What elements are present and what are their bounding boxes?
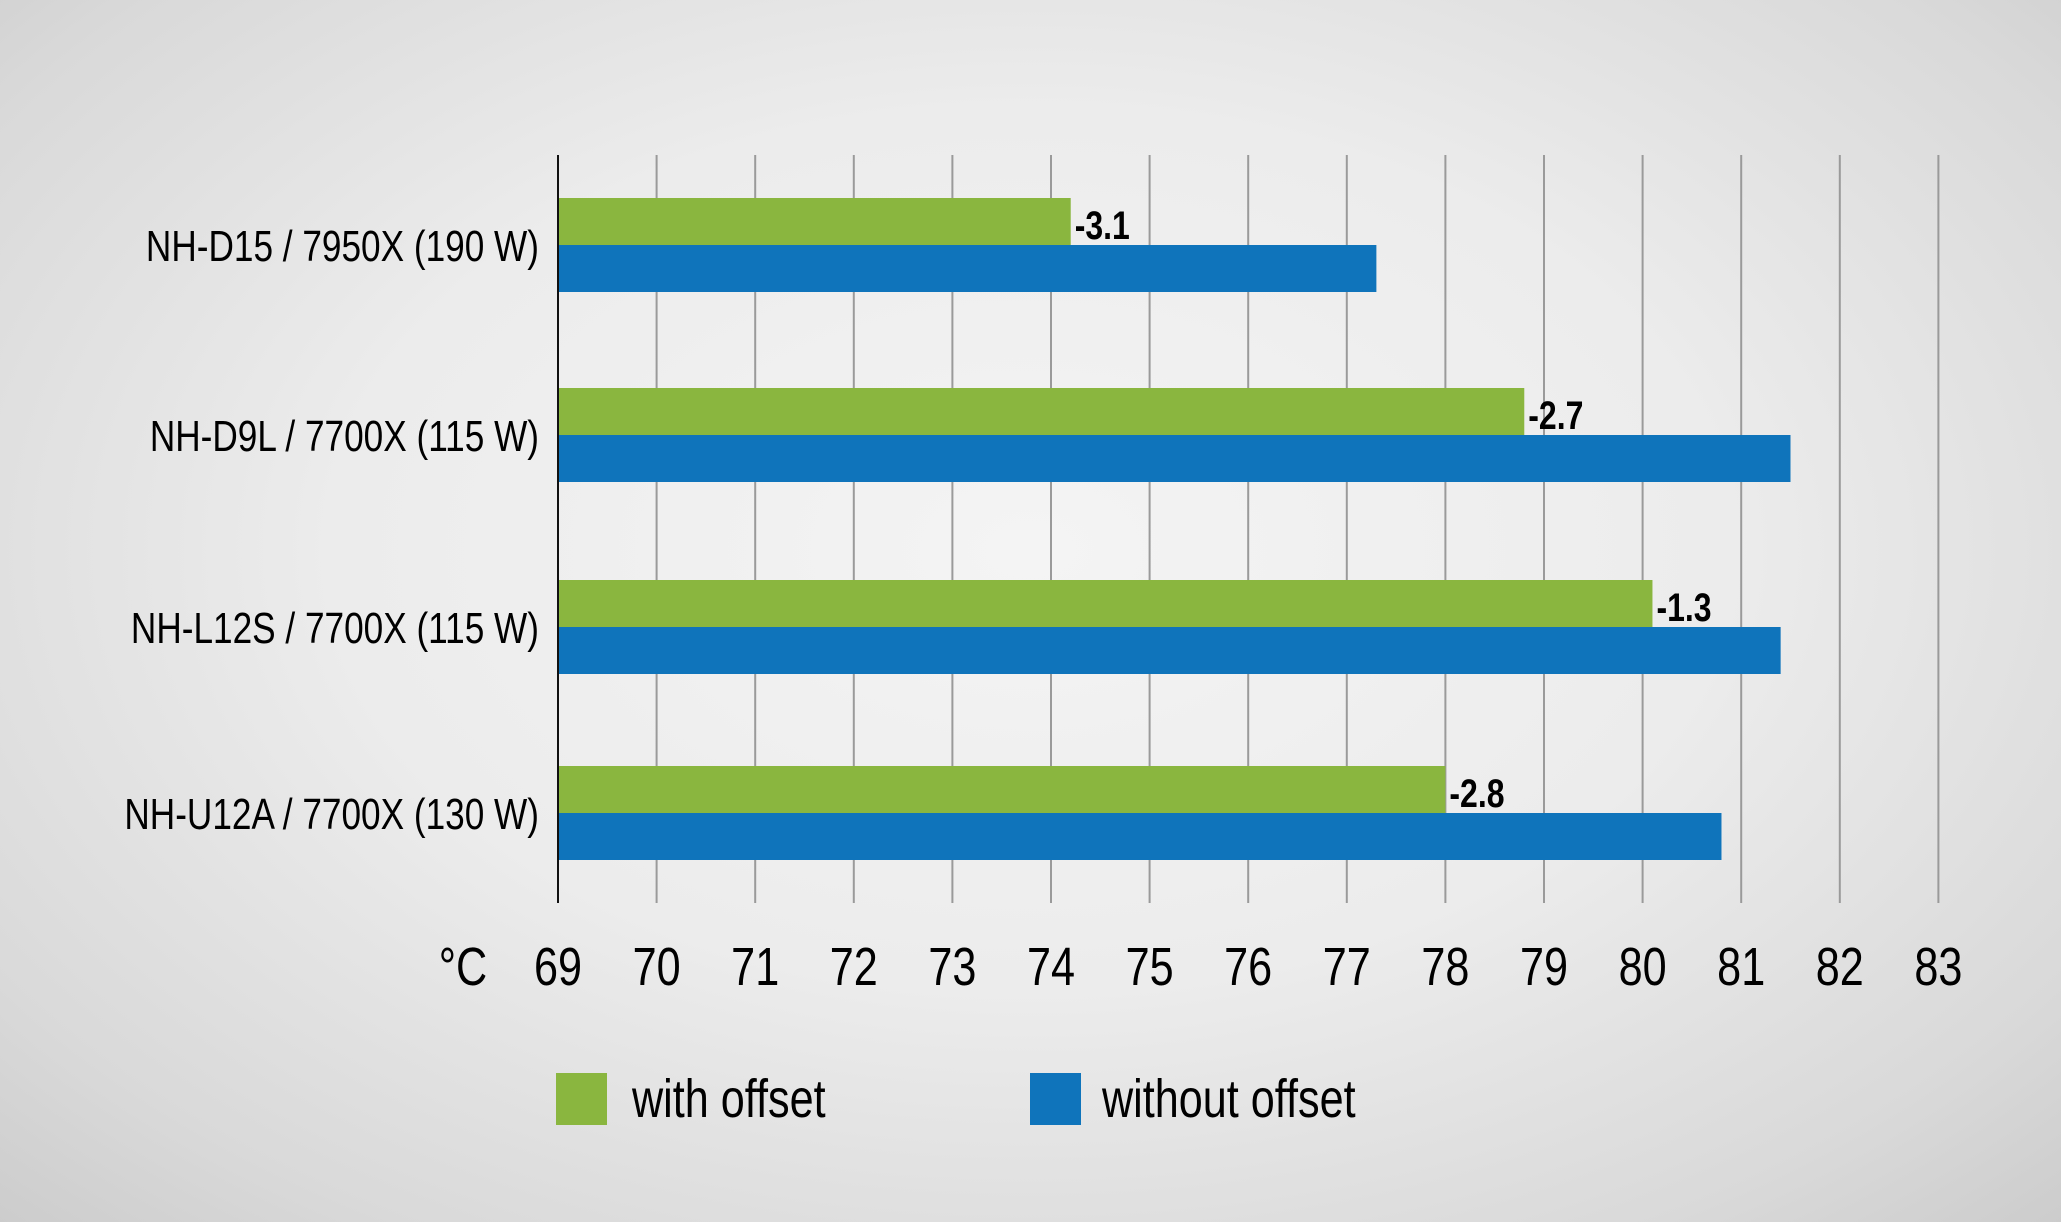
x-tick-label: 74 [1027,938,1075,998]
x-tick-label: 78 [1421,938,1469,998]
x-axis-unit-label: °C [439,938,487,998]
x-tick-label: 79 [1520,938,1568,998]
x-tick-label: 81 [1717,938,1765,998]
bar-with-offset [558,198,1071,245]
x-tick-label: 80 [1619,938,1667,998]
x-tick-label: 75 [1126,938,1174,998]
bar-without-offset [558,245,1377,292]
x-tick-label: 77 [1323,938,1371,998]
legend-swatch [556,1073,607,1125]
category-label: NH-L12S / 7700X (115 W) [131,604,539,653]
difference-label: -2.8 [1449,771,1504,816]
bar-without-offset [558,627,1781,674]
category-label: NH-D9L / 7700X (115 W) [150,412,539,461]
x-tick-label: 83 [1914,938,1962,998]
x-tick-label: 73 [928,938,976,998]
category-label: NH-U12A / 7700X (130 W) [124,790,539,839]
x-tick-label: 69 [534,938,582,998]
bar-with-offset [558,388,1525,435]
legend-swatch [1030,1073,1081,1125]
x-tick-label: 72 [830,938,878,998]
difference-label: -2.7 [1528,393,1583,438]
bar-with-offset [558,580,1653,627]
legend: with offset without offset [556,1070,1356,1130]
difference-label: -1.3 [1656,585,1711,630]
bar-without-offset [558,813,1722,860]
category-label: NH-D15 / 7950X (190 W) [146,222,539,271]
bar-without-offset [558,435,1791,482]
bars [558,198,1791,860]
difference-labels: -3.1 -2.7 -1.3 -2.8 [1075,203,1712,816]
bar-with-offset [558,766,1446,813]
legend-label: without offset [1101,1070,1356,1130]
category-labels: NH-D15 / 7950X (190 W) NH-D9L / 7700X (11… [124,222,539,839]
x-axis-tick-labels: °C 69 70 71 72 73 74 75 76 77 78 79 80 81 82 83 [439,938,1963,998]
difference-label: -3.1 [1075,203,1130,248]
x-tick-label: 82 [1816,938,1864,998]
x-tick-label: 76 [1224,938,1272,998]
x-tick-label: 71 [731,938,779,998]
x-tick-label: 70 [633,938,681,998]
legend-label: with offset [631,1070,826,1130]
